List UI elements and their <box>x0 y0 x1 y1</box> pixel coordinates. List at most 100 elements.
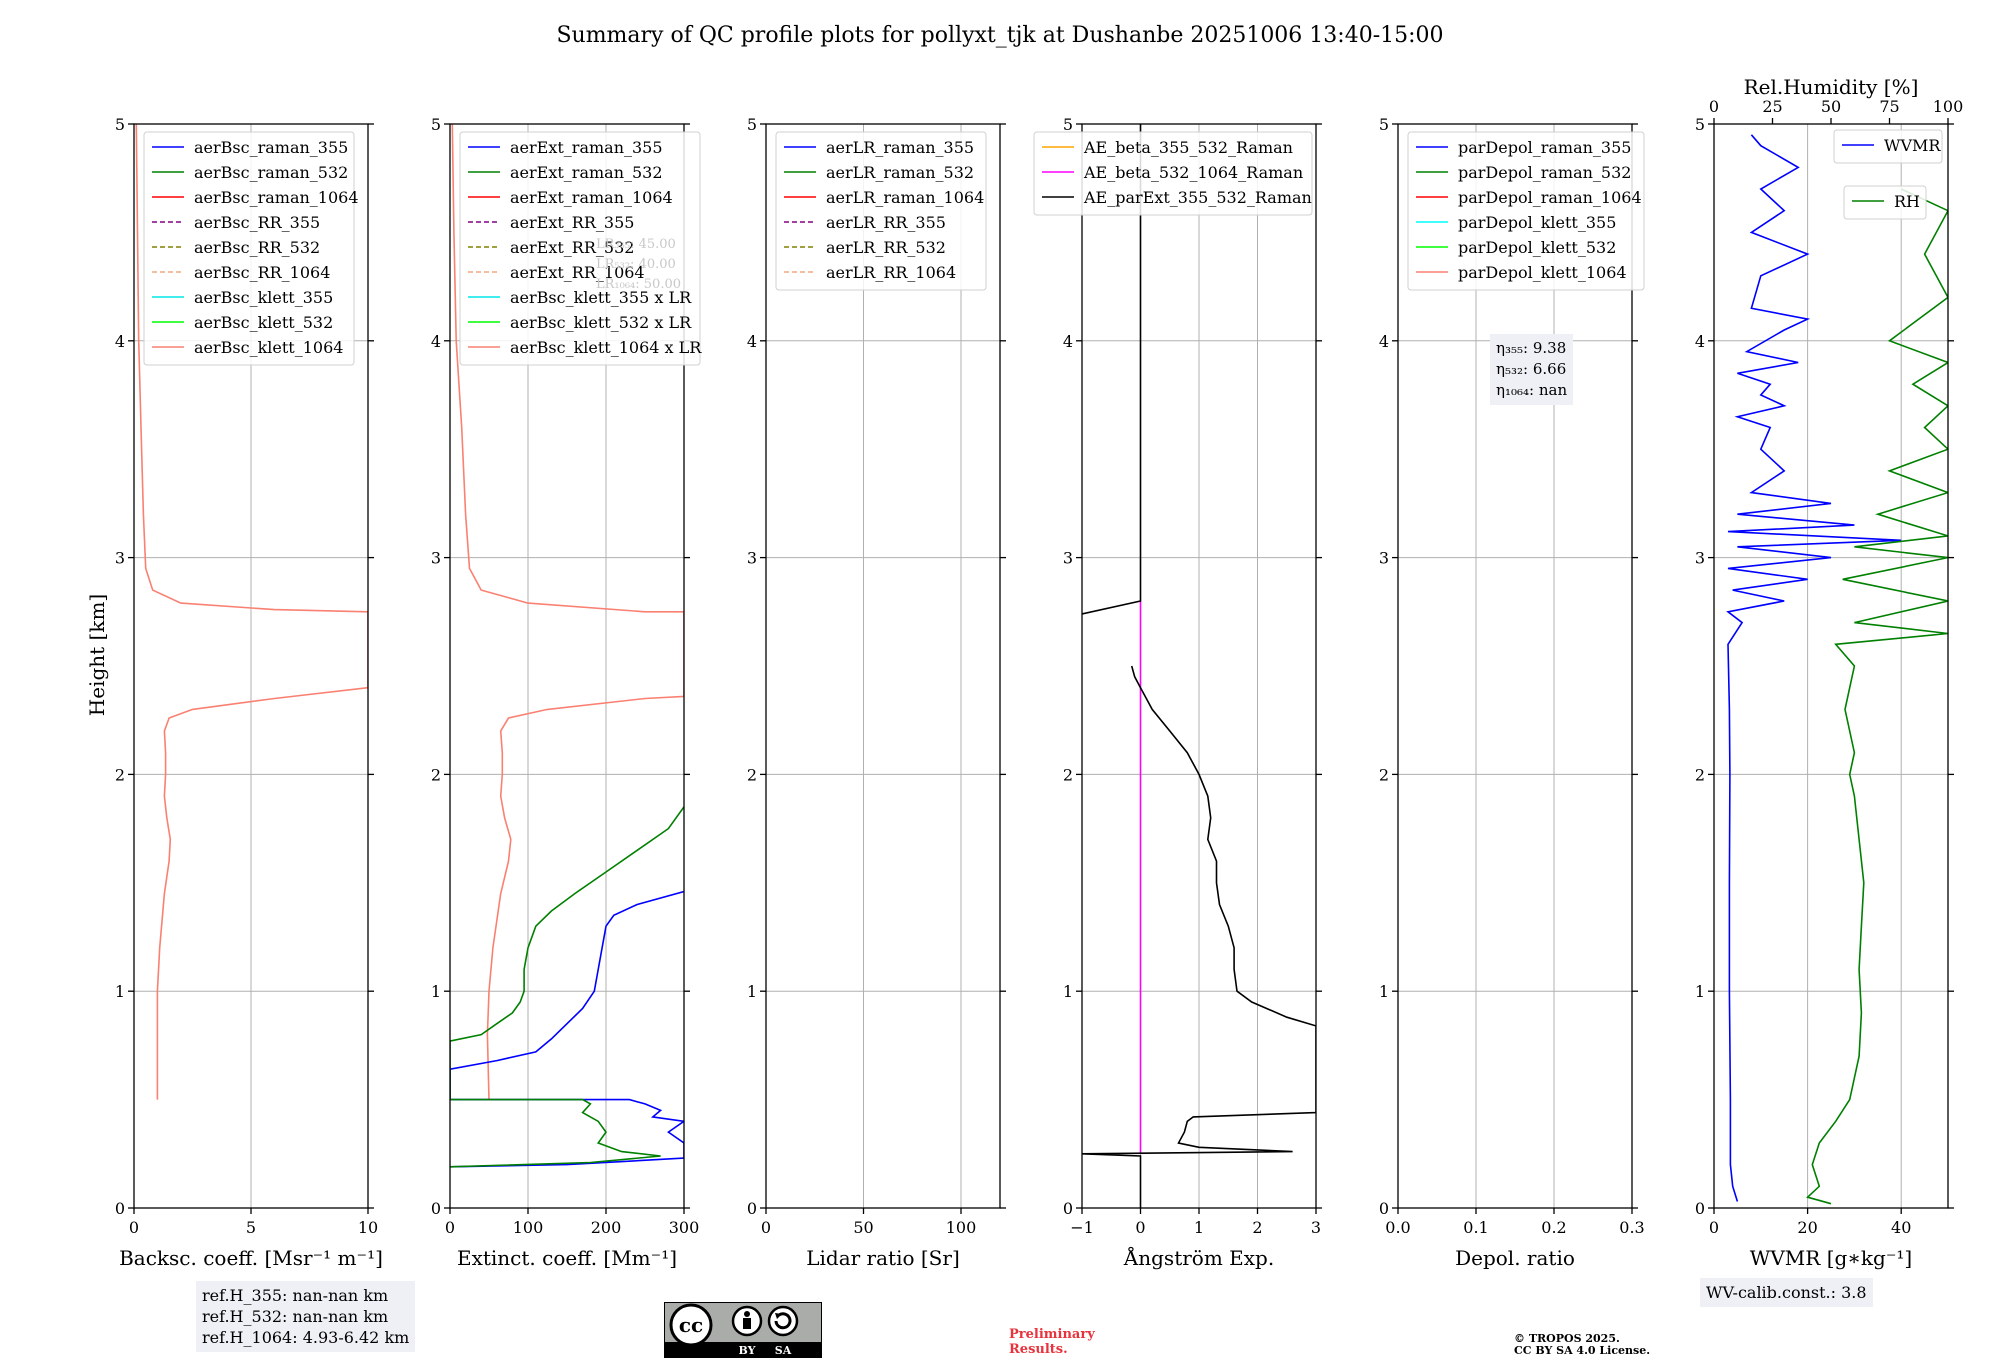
y-tick-label: 5 <box>1695 115 1705 134</box>
top-x-tick-label: 50 <box>1821 97 1841 116</box>
legend-entry: aerBsc_raman_1064 <box>194 188 359 207</box>
ref-h-532: ref.H_532: nan-nan km <box>202 1307 389 1326</box>
y-tick-label: 2 <box>115 765 125 784</box>
series-ae-parext-355-532-raman <box>1082 665 1316 1208</box>
y-tick-label: 4 <box>431 332 441 351</box>
legend-box <box>775 131 987 291</box>
axes-frame <box>1713 123 1949 1209</box>
y-tick-label: 4 <box>1695 332 1705 351</box>
y-tick-label: 1 <box>115 982 125 1001</box>
x-tick-label: −1 <box>1070 1218 1094 1237</box>
lr-overlay-line1: LR₃₅₅: 45.00 <box>596 237 676 252</box>
series-group <box>1726 134 1948 1205</box>
series-wvmr <box>1726 134 1902 1202</box>
y-tick-label: 5 <box>115 115 125 134</box>
x-tick-label: 0.1 <box>1463 1218 1488 1237</box>
figure-title: Summary of QC profile plots for pollyxt_… <box>556 23 1443 48</box>
axes-frame <box>449 123 685 1209</box>
y-tick-label: 0 <box>747 1199 757 1218</box>
preliminary-note: Preliminary Results. <box>1009 1327 1095 1357</box>
series-group <box>450 124 684 1168</box>
y-tick-label: 3 <box>115 549 125 568</box>
legend-entry: parDepol_klett_532 <box>1458 238 1616 257</box>
panel-bsc: 0 1 2 3 4 5 0 5 10 Backsc. coeff. [Msr⁻¹ m⁻¹] aerB… <box>115 115 383 1270</box>
x-tick-label: 0.3 <box>1619 1218 1644 1237</box>
series-aerext-raman-532 <box>450 806 684 1168</box>
x-tick-label: 0 <box>445 1218 455 1237</box>
legend-entry: aerExt_RR_355 <box>510 213 634 232</box>
eta-box: η₃₅₅: 9.38 η₅₃₂: 6.66 η₁₀₆₄: nan <box>1490 334 1574 405</box>
y-tick-label: 2 <box>1063 765 1073 784</box>
legend-entry: aerExt_raman_532 <box>510 163 663 182</box>
lr-overlay: LR₃₅₅: 45.00 LR₅₃₂: 40.00 LR₁₀₆₄: 50.00 <box>596 237 681 292</box>
series-rh <box>1806 188 1948 1205</box>
y-tick-label: 2 <box>1695 765 1705 784</box>
copyright-line2: CC BY SA 4.0 License. <box>1514 1344 1651 1357</box>
y-tick-label: 4 <box>115 332 125 351</box>
legend-entry: aerLR_RR_355 <box>826 213 946 232</box>
y-tick-label: 2 <box>747 765 757 784</box>
x-tick-label: 10 <box>358 1218 378 1237</box>
legend-entry: aerBsc_raman_355 <box>194 138 348 157</box>
x-axis-label-ext: Extinct. coeff. [Mm⁻¹] <box>457 1246 677 1270</box>
legend-entry: aerBsc_klett_1064 <box>194 338 343 357</box>
legend-box <box>1407 131 1645 291</box>
y-tick-label: 4 <box>747 332 757 351</box>
x-tick-label: 0 <box>1135 1218 1145 1237</box>
legend-entry: AE_beta_532_1064_Raman <box>1083 163 1303 182</box>
wv-calibration-box: WV-calib.const.: 3.8 <box>1700 1278 1873 1307</box>
legend-box <box>1033 131 1313 216</box>
series-group <box>1082 124 1316 1208</box>
axes-frame <box>765 123 1001 1209</box>
x-tick-label: 1 <box>1194 1218 1204 1237</box>
legend-entry: aerExt_raman_355 <box>510 138 663 157</box>
y-tick-label: 1 <box>1379 982 1389 1001</box>
y-axis-label: Height [km] <box>85 594 109 716</box>
legend-entry: aerBsc_RR_532 <box>194 238 320 257</box>
x-tick-label: 50 <box>853 1218 873 1237</box>
legend-entry: aerBsc_klett_532 <box>194 313 333 332</box>
y-tick-label: 3 <box>1695 549 1705 568</box>
legend-entry: parDepol_raman_532 <box>1458 163 1631 182</box>
x-tick-label: 0 <box>761 1218 771 1237</box>
cc-sa-label: SA <box>775 1344 792 1357</box>
y-tick-label: 5 <box>747 115 757 134</box>
wv-calib-constant: WV-calib.const.: 3.8 <box>1706 1283 1867 1302</box>
x-tick-label: 200 <box>591 1218 622 1237</box>
y-tick-label: 4 <box>1063 332 1073 351</box>
y-tick-label: 5 <box>1379 115 1389 134</box>
top-x-tick-label: 100 <box>1933 97 1964 116</box>
y-tick-label: 3 <box>1063 549 1073 568</box>
panel-ext: 0 1 2 3 4 5 0 100 200 300 Extinct. coeff. [Mm⁻¹] ae… <box>431 115 702 1270</box>
lr-overlay-line3: LR₁₀₆₄: 50.00 <box>596 277 681 292</box>
legend-entry: aerLR_raman_1064 <box>826 188 984 207</box>
y-tick-label: 0 <box>1695 1199 1705 1218</box>
x-tick-label: 300 <box>669 1218 700 1237</box>
top-axis-label: Rel.Humidity [%] <box>1744 75 1919 99</box>
legend-entry: parDepol_raman_1064 <box>1458 188 1642 207</box>
legend-box <box>1833 129 1943 164</box>
x-tick-label: 100 <box>946 1218 977 1237</box>
legend-entry: aerBsc_klett_355 x LR <box>510 288 692 307</box>
preliminary-line1: Preliminary <box>1009 1327 1095 1342</box>
x-tick-label: 40 <box>1891 1218 1911 1237</box>
x-axis-label-bsc: Backsc. coeff. [Msr⁻¹ m⁻¹] <box>119 1246 383 1270</box>
ref-h-355: ref.H_355: nan-nan km <box>202 1286 389 1305</box>
copyright-line1: © TROPOS 2025. <box>1514 1332 1620 1345</box>
x-axis-label-wv: WVMR [g∗kg⁻¹] <box>1750 1246 1912 1270</box>
x-tick-label: 0.0 <box>1385 1218 1410 1237</box>
eta-1064: η₁₀₆₄: nan <box>1496 381 1568 399</box>
cc-by-label: BY <box>739 1344 756 1357</box>
x-tick-label: 0.2 <box>1541 1218 1566 1237</box>
legend-entry: parDepol_klett_355 <box>1458 213 1616 232</box>
top-x-tick-label: 75 <box>1879 97 1899 116</box>
legend-entry: AE_parExt_355_532_Raman <box>1083 188 1312 207</box>
y-tick-label: 1 <box>431 982 441 1001</box>
x-tick-label: 5 <box>246 1218 256 1237</box>
legend-entry: aerBsc_RR_355 <box>194 213 320 232</box>
x-tick-label: 0 <box>1709 1218 1719 1237</box>
x-tick-label: 100 <box>513 1218 544 1237</box>
